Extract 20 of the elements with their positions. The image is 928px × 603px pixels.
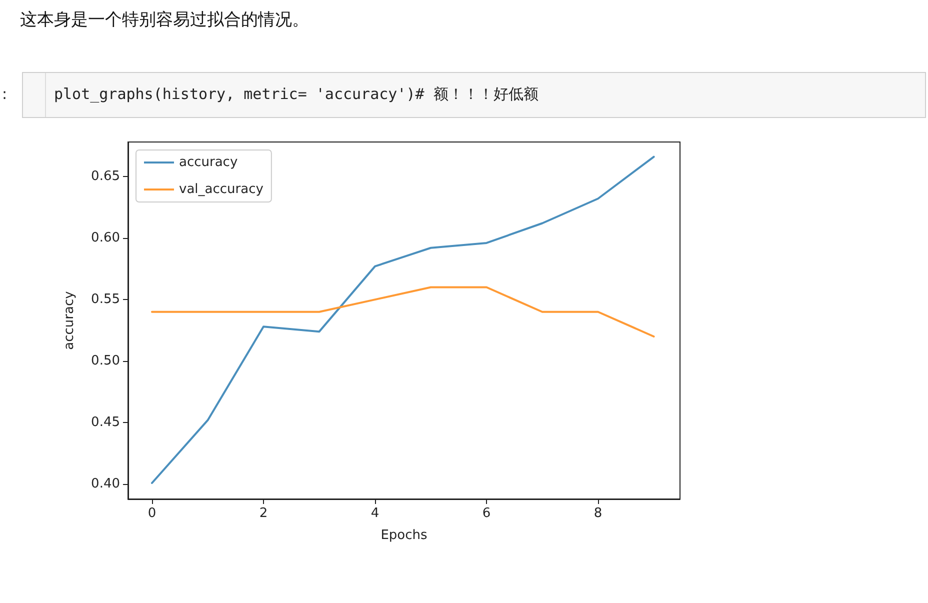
x-tick-label: 2 <box>259 506 268 521</box>
x-tick-label: 6 <box>482 506 491 521</box>
legend-label: accuracy <box>179 155 238 170</box>
y-tick-label: 0.40 <box>91 476 120 492</box>
y-tick-label: 0.55 <box>91 292 120 308</box>
y-tick-label: 0.45 <box>91 415 120 430</box>
chart-title: 这本身是一个特别容易过拟合的情况。 <box>20 9 309 31</box>
line-series <box>150 286 655 338</box>
y-axis-title: accuracy <box>62 290 77 350</box>
x-tick-label: 0 <box>148 506 156 521</box>
x-axis-title: Epochs <box>380 528 428 543</box>
chart-subtitle: plot_graphs(history, metric= 'accuracy')# 额！！！好低额 <box>54 85 538 104</box>
y-tick-label: 0.50 <box>91 354 120 369</box>
legend-label: val_accuracy <box>179 182 264 197</box>
x-tick-label: 8 <box>594 506 602 521</box>
x-tick-label: 4 <box>370 506 380 521</box>
text: : <box>2 85 8 103</box>
y-tick-label: 0.60 <box>91 230 120 246</box>
y-tick-label: 0.65 <box>91 168 120 184</box>
line-series <box>150 156 655 484</box>
